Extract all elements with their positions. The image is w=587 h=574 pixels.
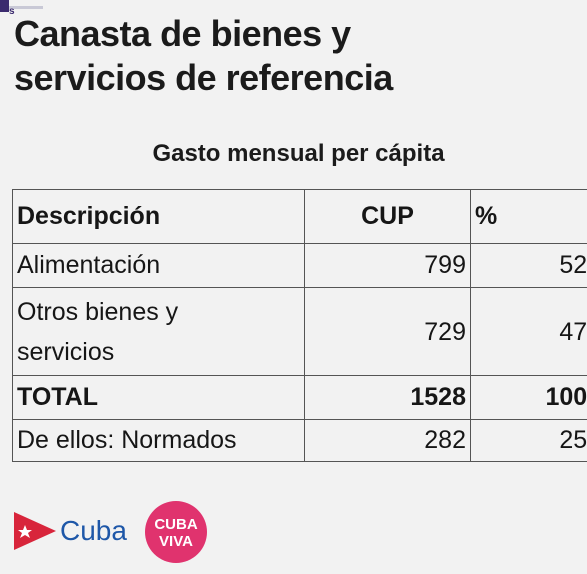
- cuba-flag-triangle-icon: [14, 512, 56, 550]
- row-description-line-2: servicios: [17, 337, 115, 366]
- cuba-logo-label: Cuba: [60, 515, 127, 546]
- cuba-viva-top-text: CUBA: [154, 516, 197, 533]
- header-percent: %: [470, 189, 587, 244]
- table-row: Otros bienes y servicios 729 47,7: [12, 287, 587, 376]
- row-cup: 282: [304, 419, 471, 462]
- header-cup: CUP: [304, 189, 471, 244]
- row-percent: 25,0: [470, 419, 587, 462]
- row-description: De ellos: Normados: [12, 419, 305, 462]
- row-description: TOTAL: [12, 375, 305, 420]
- table-row: De ellos: Normados 282 25,0: [12, 419, 587, 462]
- row-cup: 799: [304, 243, 471, 288]
- table-row-total: TOTAL 1528 100,0: [12, 375, 587, 420]
- row-description: Otros bienes y servicios: [12, 287, 305, 376]
- expense-table: Descripción CUP % Alimentación 799 52,3 …: [12, 189, 587, 462]
- corner-logo-fragment: s: [0, 0, 43, 16]
- footer-logos: Cuba CUBA VIVA: [12, 500, 232, 563]
- page-title: Canasta de bienes y servicios de referen…: [14, 12, 574, 100]
- cuba-logo: Cuba: [12, 508, 127, 554]
- row-cup: 1528: [304, 375, 471, 420]
- cuba-viva-bottom-text: VIVA: [159, 533, 193, 550]
- row-percent: 52,3: [470, 243, 587, 288]
- table-header-row: Descripción CUP %: [12, 189, 587, 244]
- header-description: Descripción: [12, 189, 305, 244]
- cuba-viva-logo: CUBA VIVA: [145, 501, 207, 563]
- title-line-2: servicios de referencia: [14, 57, 393, 98]
- row-description: Alimentación: [12, 243, 305, 288]
- row-percent: 100,0: [470, 375, 587, 420]
- table-row: Alimentación 799 52,3: [12, 243, 587, 288]
- row-description-line-1: Otros bienes y: [17, 297, 179, 326]
- title-line-1: Canasta de bienes y: [14, 13, 351, 54]
- row-cup: 729: [304, 287, 471, 376]
- svg-text:s: s: [9, 6, 15, 16]
- row-percent: 47,7: [470, 287, 587, 376]
- table-caption: Gasto mensual per cápita: [152, 140, 445, 167]
